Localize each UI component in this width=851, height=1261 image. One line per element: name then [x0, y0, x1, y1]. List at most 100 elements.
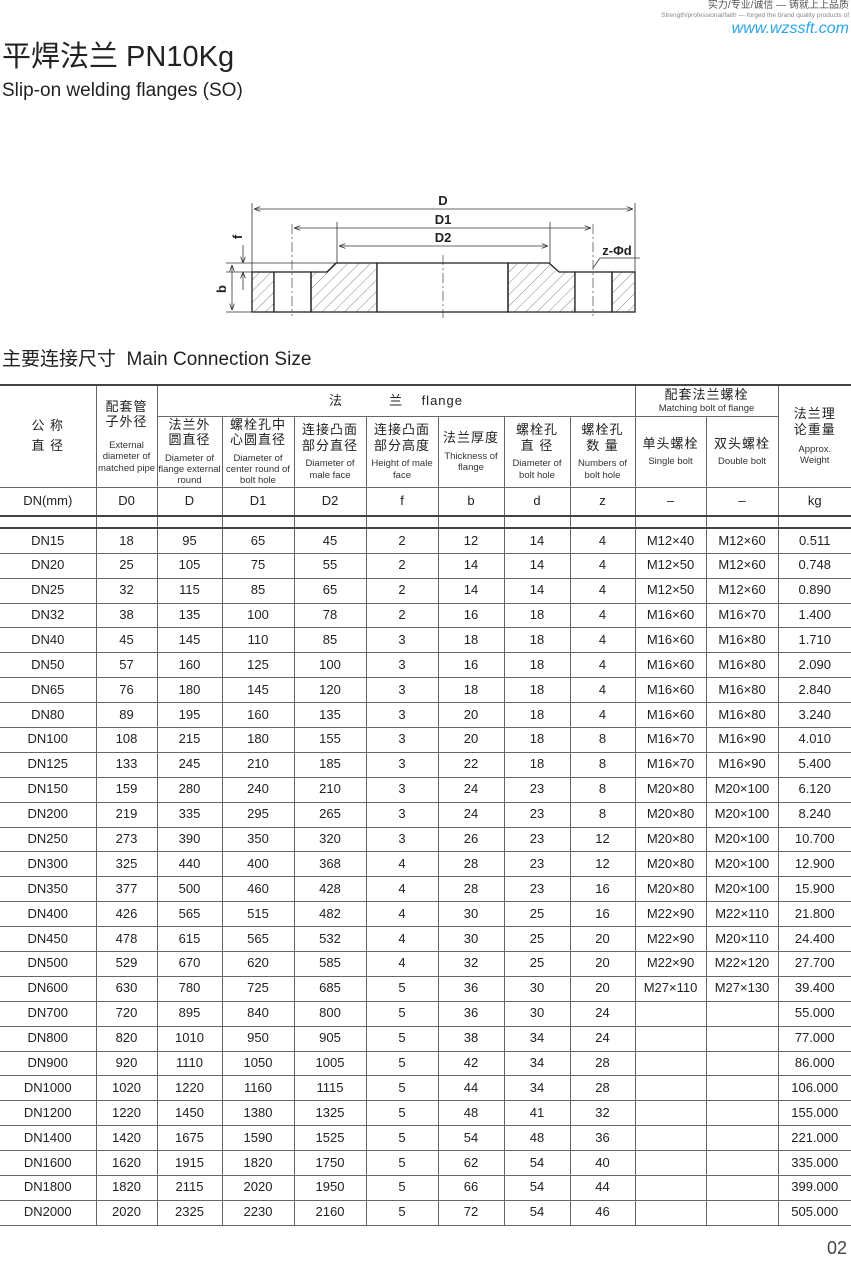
table-cell: 54	[503, 1150, 571, 1177]
table-cell: 23	[503, 851, 571, 878]
table-cell: M20×100	[705, 826, 779, 853]
table-cell	[634, 1150, 707, 1177]
table-cell: 615	[156, 926, 223, 952]
table-cell: 1675	[156, 1125, 223, 1152]
table-cell: M22×110	[705, 901, 779, 928]
website-url: www.wzssft.com	[731, 20, 849, 37]
unit-cell: f	[365, 486, 439, 518]
table-cell: M22×90	[634, 901, 707, 928]
section-title: 主要连接尺寸 Main Connection Size	[2, 349, 312, 370]
table-cell: 440	[156, 851, 223, 878]
table-cell: M16×70	[634, 751, 707, 778]
table-cell: M16×70	[634, 726, 707, 753]
table-row: DN250 273 390 350 320 3 26 23 12 M20×80 M20×100 10.…	[0, 826, 851, 853]
table-cell: 36	[569, 1125, 636, 1152]
subheader-cn: 螺栓孔 直 径	[515, 422, 558, 453]
table-cell: 18	[503, 751, 571, 778]
table-cell: 840	[221, 1000, 295, 1027]
table-cell: DN1400	[0, 1125, 97, 1152]
table-cell: 14	[437, 577, 505, 604]
table-cell: 27.700	[777, 951, 851, 977]
table-cell: 2115	[156, 1175, 223, 1201]
table-cell: 54	[437, 1125, 505, 1152]
table-cell: DN150	[0, 776, 97, 803]
table-cell: DN700	[0, 1000, 97, 1027]
table-cell: 1820	[221, 1150, 295, 1177]
table-cell: 399.000	[777, 1175, 851, 1201]
table-cell: 1950	[293, 1175, 367, 1201]
subheader-en: Diameter of bolt hole	[512, 458, 562, 481]
table-cell: 1620	[95, 1150, 158, 1177]
table-cell: 800	[293, 1000, 367, 1027]
table-cell: M16×80	[705, 702, 779, 728]
table-cell: 1.710	[777, 627, 851, 654]
table-cell: 20	[569, 926, 636, 952]
table-cell: M20×80	[634, 826, 707, 853]
table-row: DN20 25 105 75 55 2 14 14 4 M12×50 M12×60 0.748	[0, 552, 851, 579]
subheader-en: Numbers of bolt hole	[577, 458, 628, 481]
table-cell: 12	[437, 527, 505, 554]
table-cell: M16×80	[705, 627, 779, 654]
table-cell: DN500	[0, 951, 97, 977]
table-cell: 5	[365, 1075, 439, 1102]
table-cell: 4	[365, 876, 439, 903]
table-cell: 3	[365, 677, 439, 704]
table-cell: 5	[365, 975, 439, 1002]
table-cell: 26	[437, 826, 505, 853]
table-cell: 28	[437, 876, 505, 903]
page-subtitle: Slip-on welding flanges (SO)	[2, 80, 243, 101]
table-cell: M12×40	[634, 527, 707, 554]
table-cell: M16×70	[705, 602, 779, 629]
table-cell: 32	[95, 577, 158, 604]
table-cell: 6.120	[777, 776, 851, 803]
table-row: DN1800 1820 2115 2020 1950 5 66 54 44 399.000	[0, 1175, 851, 1201]
header-nominal-diameter: 公 称 直 径	[0, 383, 97, 488]
table-cell: 4	[569, 677, 636, 704]
table-cell: 5.400	[777, 751, 851, 778]
header-cn: 公 称 直 径	[31, 417, 65, 454]
table-cell: 24	[437, 801, 505, 828]
table-cell: 428	[293, 876, 367, 903]
table-cell: 5	[365, 1100, 439, 1127]
table-cell: M12×50	[634, 577, 707, 604]
table-cell	[634, 1100, 707, 1127]
subheader-en: Double bolt	[717, 455, 767, 467]
table-cell: 2020	[95, 1199, 158, 1226]
table-cell: M20×100	[705, 801, 779, 828]
table-cell: 39.400	[777, 975, 851, 1002]
table-cell: DN100	[0, 726, 97, 753]
table-cell	[705, 1150, 779, 1177]
table-cell: 24	[437, 776, 505, 803]
table-cell: 30	[503, 975, 571, 1002]
table-cell: 22	[437, 751, 505, 778]
table-cell: 180	[156, 677, 223, 704]
table-cell: 18	[95, 527, 158, 554]
table-cell: DN15	[0, 527, 97, 554]
table-cell: 215	[156, 726, 223, 753]
table-row: DN1200 1220 1450 1380 1325 5 48 41 32 155.000	[0, 1100, 851, 1127]
unit-cell: –	[634, 486, 707, 518]
table-cell: 36	[437, 1000, 505, 1027]
table-cell: 62	[437, 1150, 505, 1177]
table-cell: DN25	[0, 577, 97, 604]
subheader-cn: 单头螺栓	[642, 436, 699, 452]
table-cell: 1160	[221, 1075, 295, 1102]
subheader-cell: 螺栓孔 数 量 Numbers of bolt hole	[569, 415, 636, 488]
table-cell: M16×60	[634, 602, 707, 629]
table-cell	[634, 1000, 707, 1027]
subheader-en: Diameter of male face	[305, 458, 355, 481]
table-cell: 125	[221, 652, 295, 679]
table-cell: 65	[221, 527, 295, 554]
table-cell: 1450	[156, 1100, 223, 1127]
table-cell	[705, 1050, 779, 1077]
table-cell: DN1800	[0, 1175, 97, 1201]
table-cell: 20	[569, 975, 636, 1002]
table-cell	[705, 1125, 779, 1152]
table-cell: DN32	[0, 602, 97, 629]
table-cell: 160	[221, 702, 295, 728]
table-cell: DN2000	[0, 1199, 97, 1226]
table-cell: 1.400	[777, 602, 851, 629]
table-cell: 905	[293, 1025, 367, 1052]
header-en: Matching bolt of flange	[658, 402, 755, 414]
table-cell: M22×90	[634, 926, 707, 952]
